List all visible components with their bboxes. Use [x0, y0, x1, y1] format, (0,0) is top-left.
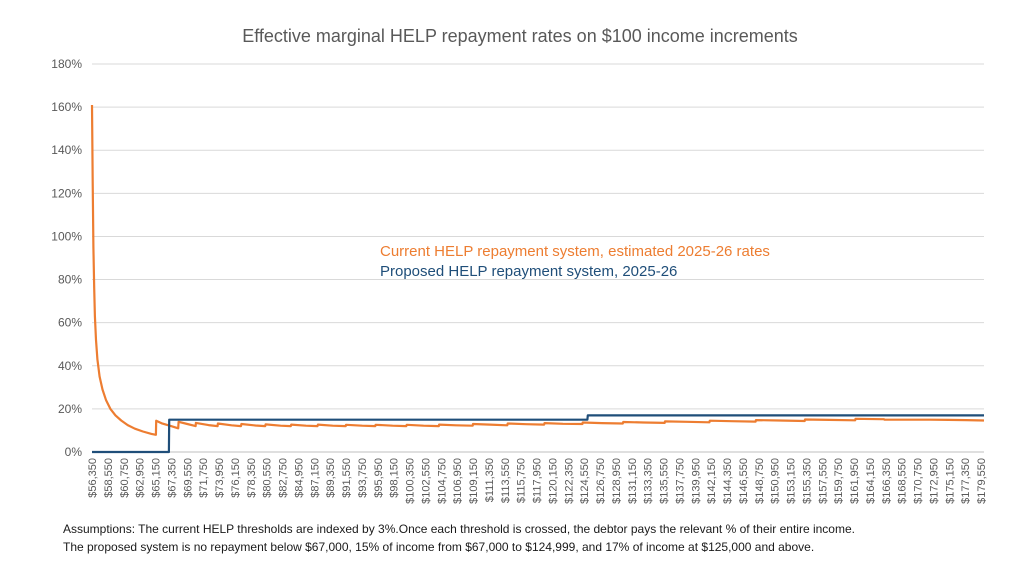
x-tick-label: $120,150	[547, 458, 559, 504]
x-tick-label: $87,150	[309, 458, 321, 498]
x-tick-label: $89,350	[325, 458, 337, 498]
x-tick-label: $109,150	[468, 458, 480, 504]
x-tick-label: $80,550	[262, 458, 274, 498]
y-tick-label: 180%	[51, 57, 82, 71]
x-tick-label: $157,550	[817, 458, 829, 504]
x-tick-label: $78,350	[246, 458, 258, 498]
x-tick-label: $65,150	[151, 458, 163, 498]
x-tick-label: $122,350	[563, 458, 575, 504]
x-tick-label: $82,750	[278, 458, 290, 498]
y-tick-label: 120%	[51, 186, 82, 200]
x-tick-label: $84,950	[293, 458, 305, 498]
x-tick-label: $139,950	[690, 458, 702, 504]
series-line-current-system	[90, 104, 985, 436]
x-tick-label: $100,350	[405, 458, 417, 504]
x-tick-label: $91,550	[341, 458, 353, 498]
x-tick-label: $95,950	[373, 458, 385, 498]
x-tick-label: $175,150	[944, 458, 956, 504]
x-tick-label: $104,750	[436, 458, 448, 504]
y-tick-label: 0%	[65, 445, 83, 459]
x-tick-label: $170,750	[913, 458, 925, 504]
x-tick-label: $60,750	[119, 458, 131, 498]
x-tick-label: $58,550	[103, 458, 115, 498]
y-tick-label: 40%	[58, 359, 82, 373]
x-tick-label: $131,150	[627, 458, 639, 504]
x-tick-label: $179,550	[976, 458, 988, 504]
x-tick-label: $76,150	[230, 458, 242, 498]
x-tick-label: $135,550	[659, 458, 671, 504]
x-tick-label: $144,350	[722, 458, 734, 504]
x-tick-label: $93,750	[357, 458, 369, 498]
x-tick-label: $177,350	[960, 458, 972, 504]
x-tick-label: $168,550	[897, 458, 909, 504]
y-tick-label: 60%	[58, 316, 82, 330]
x-tick-label: $67,350	[166, 458, 178, 498]
x-tick-label: $148,750	[754, 458, 766, 504]
legend-proposed-system: Proposed HELP repayment system, 2025-26	[380, 263, 678, 280]
x-tick-label: $71,750	[198, 458, 210, 498]
x-tick-label: $69,550	[182, 458, 194, 498]
y-tick-label: 100%	[51, 229, 82, 243]
x-tick-label: $62,950	[135, 458, 147, 498]
assumptions-note-line-1: Assumptions: The current HELP thresholds…	[63, 522, 855, 536]
y-tick-label: 140%	[51, 143, 82, 157]
x-tick-label: $128,950	[611, 458, 623, 504]
x-tick-label: $102,550	[420, 458, 432, 504]
x-tick-label: $113,550	[500, 458, 512, 503]
x-tick-label: $98,150	[389, 458, 401, 498]
y-tick-label: 20%	[58, 402, 82, 416]
x-tick-label: $166,350	[881, 458, 893, 504]
x-tick-label: $126,750	[595, 458, 607, 504]
y-tick-label: 80%	[58, 273, 82, 287]
x-tick-label: $172,950	[928, 458, 940, 504]
assumptions-note-line-2: The proposed system is no repayment belo…	[63, 540, 815, 554]
x-tick-label: $161,950	[849, 458, 861, 504]
y-tick-label: 160%	[51, 100, 82, 114]
chart-title: Effective marginal HELP repayment rates …	[242, 26, 798, 46]
x-tick-label: $164,150	[865, 458, 877, 504]
x-tick-label: $124,550	[579, 458, 591, 504]
x-tick-label: $133,350	[643, 458, 655, 504]
x-tick-label: $106,950	[452, 458, 464, 504]
x-tick-label: $137,750	[674, 458, 686, 504]
legend-current-system: Current HELP repayment system, estimated…	[380, 243, 770, 260]
x-tick-label: $56,350	[87, 458, 99, 498]
x-tick-label: $73,950	[214, 458, 226, 498]
x-tick-label: $155,350	[801, 458, 813, 504]
series-line-proposed-system	[92, 414, 984, 454]
x-tick-label: $146,550	[738, 458, 750, 504]
x-tick-label: $142,150	[706, 458, 718, 504]
x-tick-label: $153,150	[786, 458, 798, 504]
x-tick-label: $117,950	[532, 458, 544, 503]
x-tick-label: $159,750	[833, 458, 845, 504]
x-tick-label: $115,750	[516, 458, 528, 503]
x-tick-label: $111,350	[484, 458, 496, 502]
x-tick-label: $150,950	[770, 458, 782, 504]
